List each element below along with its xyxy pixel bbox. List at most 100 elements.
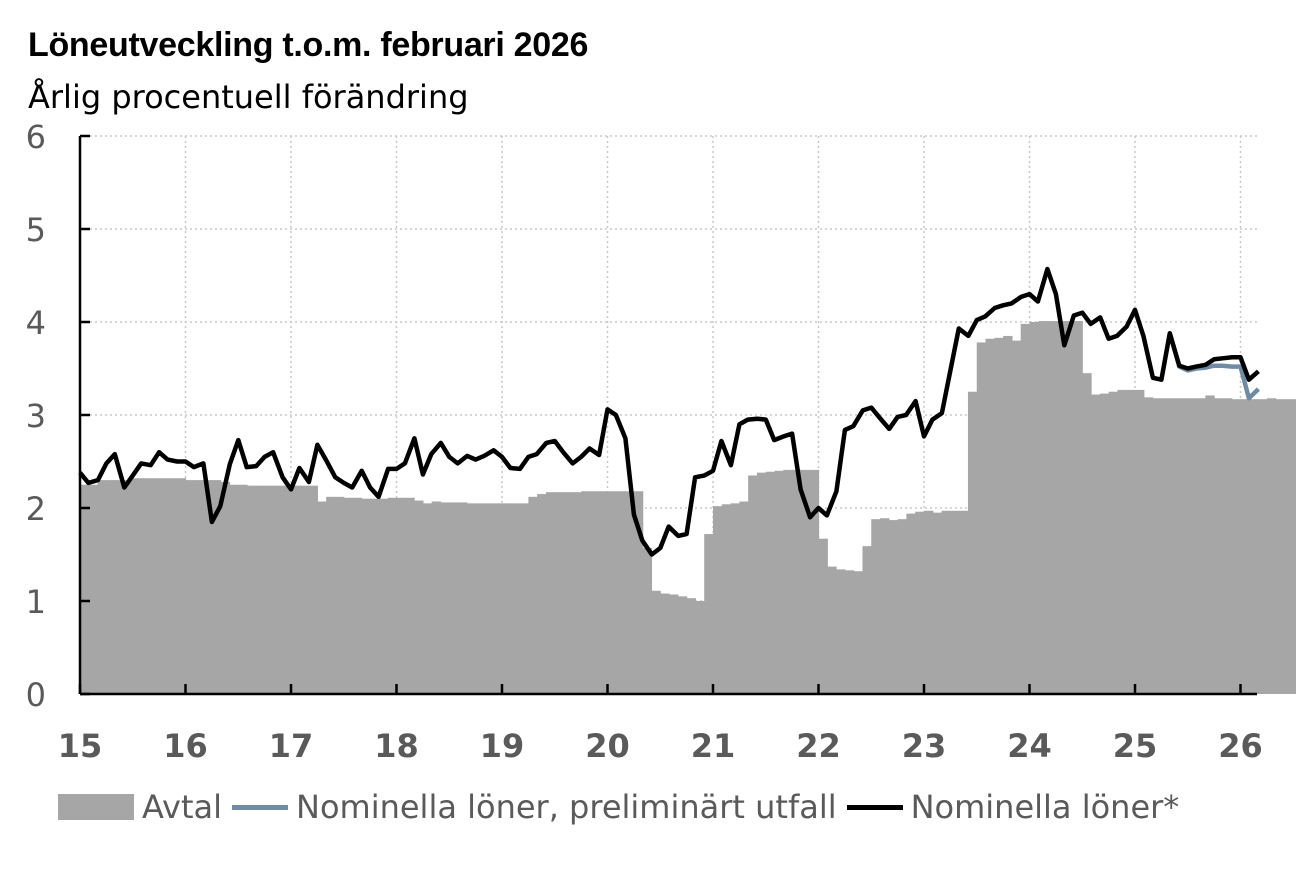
avtal-bar [537, 494, 547, 694]
avtal-bar [203, 480, 213, 694]
avtal-bar [1073, 321, 1083, 694]
legend-label-avtal: Avtal [142, 788, 222, 826]
legend-swatch-avtal [58, 794, 134, 820]
avtal-bar [1170, 398, 1180, 694]
legend-label-nominal: Nominella löner* [910, 788, 1180, 826]
avtal-bar [1029, 322, 1039, 694]
y-tick-label-1: 1 [26, 583, 46, 621]
y-tick-label-4: 4 [26, 304, 46, 342]
avtal-bar [1266, 398, 1277, 694]
avtal-bar [941, 510, 951, 694]
avtal-bar [326, 496, 336, 694]
avtal-bar [1020, 323, 1031, 694]
avtal-bar [229, 484, 239, 694]
legend-item-avtal: Avtal [58, 788, 222, 826]
x-tick-label-19: 19 [480, 727, 525, 765]
avtal-bar [844, 570, 855, 694]
avtal-bar [651, 590, 661, 694]
avtal-bar [1205, 395, 1215, 694]
legend-item-preliminary: Nominella löner, preliminärt utfall [222, 788, 837, 826]
avtal-bar [132, 478, 143, 694]
y-tick-label-3: 3 [26, 397, 46, 435]
avtal-bar [1055, 321, 1066, 694]
avtal-bars [80, 321, 1296, 694]
avtal-bar [449, 502, 459, 694]
avtal-bar [1038, 321, 1048, 694]
avtal-bar [185, 480, 195, 694]
avtal-bar [1099, 393, 1110, 694]
avtal-bar [695, 601, 705, 694]
x-tick-label-24: 24 [1007, 727, 1052, 765]
y-tick-label-5: 5 [26, 211, 46, 249]
avtal-bar [194, 480, 204, 694]
avtal-bar [607, 491, 617, 694]
x-tick-label-16: 16 [163, 727, 208, 765]
legend: Avtal Nominella löner, preliminärt utfal… [58, 788, 1179, 826]
avtal-bar [783, 469, 793, 694]
avtal-bar [97, 480, 107, 694]
avtal-bar [976, 342, 987, 694]
avtal-bar [1231, 399, 1242, 694]
avtal-bar [756, 472, 767, 694]
avtal-bar [800, 469, 811, 694]
avtal-bar [88, 484, 99, 694]
chart-title: Löneutveckling t.o.m. februari 2026 [28, 26, 589, 64]
avtal-bar [475, 503, 486, 694]
avtal-bar [950, 510, 960, 694]
avtal-bar [238, 484, 248, 694]
avtal-bar [994, 337, 1004, 694]
avtal-bar [290, 485, 301, 694]
avtal-bar [273, 485, 283, 694]
x-tick-label-25: 25 [1113, 727, 1158, 765]
avtal-bar [625, 491, 635, 694]
avtal-bar [572, 492, 582, 694]
avtal-bar [880, 518, 890, 694]
avtal-bar [660, 593, 670, 694]
x-tick-label-17: 17 [269, 727, 314, 765]
avtal-bar [361, 498, 371, 694]
avtal-bar [1064, 321, 1075, 694]
avtal-bar [1082, 373, 1092, 694]
avtal-bar [677, 596, 688, 694]
avtal-bar [1003, 335, 1013, 694]
avtal-bar [1134, 389, 1145, 694]
avtal-bar [176, 478, 187, 694]
avtal-bar [370, 498, 380, 694]
avtal-bar [405, 497, 415, 694]
avtal-bar [669, 594, 679, 694]
avtal-bar [519, 503, 529, 694]
avtal-bar [871, 519, 881, 694]
avtal-bar [264, 485, 275, 694]
avtal-bar [1126, 389, 1136, 694]
avtal-bar [589, 491, 600, 694]
avtal-bar [343, 497, 354, 694]
avtal-bar [282, 485, 292, 694]
avtal-bar [167, 478, 178, 694]
avtal-bar [818, 538, 828, 694]
x-tick-label-18: 18 [374, 727, 419, 765]
avtal-bar [836, 569, 846, 694]
avtal-bar [80, 484, 90, 694]
avtal-bar [141, 478, 151, 694]
avtal-bar [923, 510, 934, 694]
avtal-bar [792, 469, 802, 694]
avtal-bar [396, 497, 406, 694]
avtal-bar [123, 480, 134, 694]
chart-subtitle: Årlig procentuell förändring [28, 78, 469, 116]
avtal-bar [1011, 340, 1022, 694]
y-tick-label-2: 2 [26, 490, 46, 528]
avtal-bar [334, 496, 345, 694]
avtal-bar [458, 502, 468, 694]
avtal-bar [563, 492, 573, 694]
avtal-bar [686, 598, 697, 694]
avtal-bar [1091, 394, 1101, 694]
avtal-bar [616, 491, 626, 694]
avtal-bar [106, 480, 116, 694]
avtal-bar [528, 496, 538, 694]
avtal-bar [493, 503, 503, 694]
avtal-bar [633, 491, 644, 694]
avtal-bar [739, 501, 749, 694]
avtal-bar [888, 520, 899, 694]
